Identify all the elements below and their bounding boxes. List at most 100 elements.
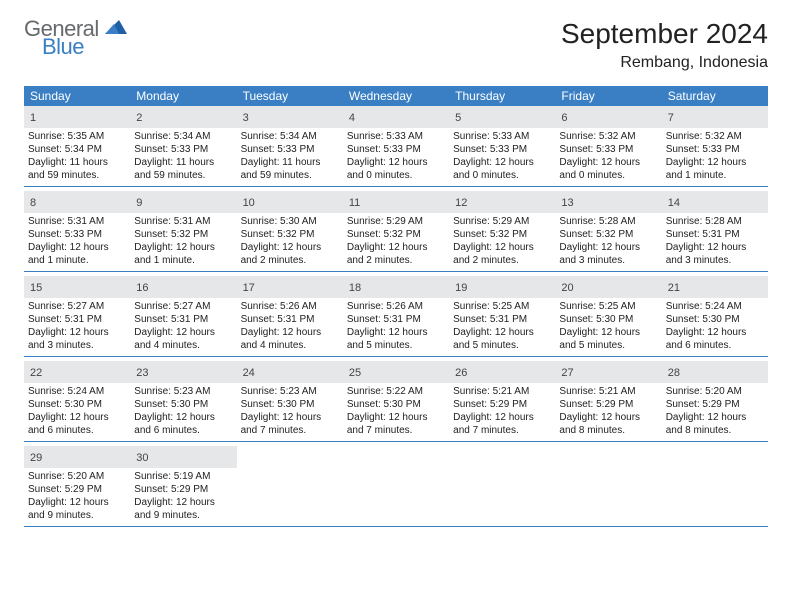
day-number: 20 [561,282,573,294]
calendar-day-cell: 6 Sunrise: 5:32 AMSunset: 5:33 PMDaylight… [555,106,661,186]
day-number: 8 [30,197,36,209]
day-info: Sunrise: 5:29 AMSunset: 5:32 PMDaylight:… [347,215,445,267]
day-number: 10 [243,197,255,209]
calendar-day-cell: 11 Sunrise: 5:29 AMSunset: 5:32 PMDayligh… [343,191,449,271]
page-title: September 2024 [561,18,768,50]
day-info: Sunrise: 5:31 AMSunset: 5:32 PMDaylight:… [134,215,232,267]
calendar-day-cell [555,446,661,526]
weekday-header: Tuesday [237,86,343,106]
day-info: Sunrise: 5:24 AMSunset: 5:30 PMDaylight:… [666,300,764,352]
calendar-day-cell: 9 Sunrise: 5:31 AMSunset: 5:32 PMDaylight… [130,191,236,271]
logo-text-blue: Blue [42,36,127,58]
calendar-day-cell: 30 Sunrise: 5:19 AMSunset: 5:29 PMDayligh… [130,446,236,526]
day-info: Sunrise: 5:23 AMSunset: 5:30 PMDaylight:… [241,385,339,437]
calendar-day-cell: 27 Sunrise: 5:21 AMSunset: 5:29 PMDayligh… [555,361,661,441]
calendar-day-cell: 12Sunrise: 5:29 AMSunset: 5:32 PMDayligh… [449,191,555,271]
day-number: 7 [668,112,674,124]
calendar-day-cell [237,446,343,526]
day-info: Sunrise: 5:20 AMSunset: 5:29 PMDaylight:… [666,385,764,437]
day-info: Sunrise: 5:34 AMSunset: 5:33 PMDaylight:… [241,130,339,182]
calendar-day-cell: 16Sunrise: 5:27 AMSunset: 5:31 PMDayligh… [130,276,236,356]
day-info: Sunrise: 5:33 AMSunset: 5:33 PMDaylight:… [347,130,445,182]
calendar-week-row: 22 Sunrise: 5:24 AMSunset: 5:30 PMDayligh… [24,361,768,442]
calendar-day-cell: 19 Sunrise: 5:25 AMSunset: 5:31 PMDayligh… [449,276,555,356]
day-number: 13 [561,197,573,209]
day-number: 16 [136,282,148,294]
day-info: Sunrise: 5:28 AMSunset: 5:31 PMDaylight:… [666,215,764,267]
day-info: Sunrise: 5:30 AMSunset: 5:32 PMDaylight:… [241,215,339,267]
day-info: Sunrise: 5:24 AMSunset: 5:30 PMDaylight:… [28,385,126,437]
weekday-header: Friday [555,86,661,106]
calendar-day-cell: 13Sunrise: 5:28 AMSunset: 5:32 PMDayligh… [555,191,661,271]
title-block: September 2024 Rembang, Indonesia [561,18,768,72]
calendar-day-cell: 23 Sunrise: 5:23 AMSunset: 5:30 PMDayligh… [130,361,236,441]
day-info: Sunrise: 5:26 AMSunset: 5:31 PMDaylight:… [347,300,445,352]
day-number: 28 [668,367,680,379]
calendar-week-row: 1Sunrise: 5:35 AMSunset: 5:34 PMDaylight… [24,106,768,187]
weekday-header: Wednesday [343,86,449,106]
day-number: 5 [455,112,461,124]
calendar-day-cell: 20 Sunrise: 5:25 AMSunset: 5:30 PMDayligh… [555,276,661,356]
logo: General Blue [24,18,127,58]
day-info: Sunrise: 5:32 AMSunset: 5:33 PMDaylight:… [559,130,657,182]
day-info: Sunrise: 5:21 AMSunset: 5:29 PMDaylight:… [559,385,657,437]
day-number: 12 [455,197,467,209]
day-info: Sunrise: 5:19 AMSunset: 5:29 PMDaylight:… [134,470,232,522]
calendar-day-cell [662,446,768,526]
day-info: Sunrise: 5:26 AMSunset: 5:31 PMDaylight:… [241,300,339,352]
day-number: 11 [349,197,360,209]
day-number: 26 [455,367,467,379]
day-number: 21 [668,282,680,294]
calendar-day-cell: 18 Sunrise: 5:26 AMSunset: 5:31 PMDayligh… [343,276,449,356]
day-number: 17 [243,282,255,294]
weekday-header-row: SundayMondayTuesdayWednesdayThursdayFrid… [24,86,768,106]
weekday-header: Monday [130,86,236,106]
calendar-week-row: 29 Sunrise: 5:20 AMSunset: 5:29 PMDayligh… [24,446,768,527]
day-info: Sunrise: 5:31 AMSunset: 5:33 PMDaylight:… [28,215,126,267]
calendar-day-cell: 1Sunrise: 5:35 AMSunset: 5:34 PMDaylight… [24,106,130,186]
day-number: 6 [561,112,567,124]
day-info: Sunrise: 5:23 AMSunset: 5:30 PMDaylight:… [134,385,232,437]
day-number: 2 [136,112,142,124]
day-number: 29 [30,452,42,464]
day-info: Sunrise: 5:27 AMSunset: 5:31 PMDaylight:… [28,300,126,352]
calendar-day-cell: 26Sunrise: 5:21 AMSunset: 5:29 PMDayligh… [449,361,555,441]
day-number: 22 [30,367,42,379]
calendar-day-cell: 14 Sunrise: 5:28 AMSunset: 5:31 PMDayligh… [662,191,768,271]
calendar-day-cell: 7 Sunrise: 5:32 AMSunset: 5:33 PMDaylight… [662,106,768,186]
weekday-header: Thursday [449,86,555,106]
day-number: 24 [243,367,255,379]
day-info: Sunrise: 5:25 AMSunset: 5:31 PMDaylight:… [453,300,551,352]
day-number: 14 [668,197,680,209]
calendar-day-cell: 8 Sunrise: 5:31 AMSunset: 5:33 PMDaylight… [24,191,130,271]
day-number: 18 [349,282,361,294]
calendar: SundayMondayTuesdayWednesdayThursdayFrid… [24,86,768,527]
day-number: 30 [136,452,148,464]
calendar-day-cell: 21 Sunrise: 5:24 AMSunset: 5:30 PMDayligh… [662,276,768,356]
calendar-day-cell: 10 Sunrise: 5:30 AMSunset: 5:32 PMDayligh… [237,191,343,271]
calendar-day-cell: 29 Sunrise: 5:20 AMSunset: 5:29 PMDayligh… [24,446,130,526]
weekday-header: Saturday [662,86,768,106]
calendar-day-cell [343,446,449,526]
day-info: Sunrise: 5:33 AMSunset: 5:33 PMDaylight:… [453,130,551,182]
calendar-day-cell: 28 Sunrise: 5:20 AMSunset: 5:29 PMDayligh… [662,361,768,441]
day-info: Sunrise: 5:25 AMSunset: 5:30 PMDaylight:… [559,300,657,352]
day-info: Sunrise: 5:20 AMSunset: 5:29 PMDaylight:… [28,470,126,522]
calendar-day-cell: 25Sunrise: 5:22 AMSunset: 5:30 PMDayligh… [343,361,449,441]
logo-triangle-icon [105,18,127,38]
day-info: Sunrise: 5:22 AMSunset: 5:30 PMDaylight:… [347,385,445,437]
day-number: 27 [561,367,573,379]
calendar-day-cell: 17 Sunrise: 5:26 AMSunset: 5:31 PMDayligh… [237,276,343,356]
calendar-day-cell: 2 Sunrise: 5:34 AMSunset: 5:33 PMDaylight… [130,106,236,186]
day-info: Sunrise: 5:32 AMSunset: 5:33 PMDaylight:… [666,130,764,182]
location-label: Rembang, Indonesia [561,54,768,72]
day-number: 23 [136,367,148,379]
day-number: 9 [136,197,142,209]
calendar-day-cell: 4 Sunrise: 5:33 AMSunset: 5:33 PMDaylight… [343,106,449,186]
day-number: 19 [455,282,467,294]
day-number: 4 [349,112,355,124]
calendar-day-cell [449,446,555,526]
day-info: Sunrise: 5:34 AMSunset: 5:33 PMDaylight:… [134,130,232,182]
weekday-header: Sunday [24,86,130,106]
calendar-day-cell: 5 Sunrise: 5:33 AMSunset: 5:33 PMDaylight… [449,106,555,186]
